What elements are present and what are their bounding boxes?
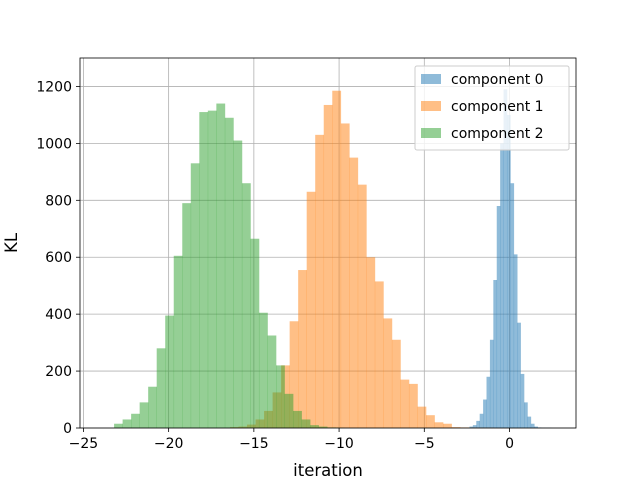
histogram-bar (332, 90, 342, 428)
histogram-bars (114, 89, 552, 429)
histogram-bar (165, 315, 175, 428)
histogram-bar (400, 379, 410, 428)
histogram-bar (357, 184, 367, 428)
legend: component 0 component 1 component 2 (414, 65, 570, 151)
histogram-bar (426, 415, 435, 428)
histogram-bar (267, 335, 277, 428)
series-0-bars (469, 89, 552, 429)
histogram-bar (469, 426, 474, 428)
histogram-bar (310, 425, 319, 428)
histogram-bar (276, 365, 285, 428)
histogram-bar (301, 419, 311, 428)
histogram-bar (182, 203, 192, 428)
legend-swatch (421, 74, 441, 84)
x-tick-label: −20 (154, 436, 184, 452)
histogram-bar (408, 383, 418, 428)
legend-label: component 1 (451, 99, 544, 115)
y-tick-label: 800 (45, 193, 72, 209)
histogram-bar (527, 416, 532, 428)
histogram-bar (349, 157, 359, 428)
histogram-bar (250, 238, 260, 428)
histogram-bar (258, 312, 268, 428)
histogram-bar (451, 427, 461, 428)
histogram-bar (131, 413, 140, 428)
x-tick-label: −10 (324, 436, 354, 452)
histogram-bar (417, 406, 427, 428)
histogram-bar (224, 117, 234, 429)
legend-box (414, 65, 570, 151)
histogram-bar (284, 393, 294, 428)
x-tick-label: −5 (414, 436, 435, 452)
histogram-bar (500, 143, 504, 428)
histogram-bar (489, 339, 494, 428)
histogram-bar (486, 376, 491, 428)
histogram-bar (513, 254, 518, 428)
histogram-bar (472, 425, 477, 428)
histogram-bar (383, 318, 393, 428)
histogram-bar (443, 423, 452, 428)
histogram-bar (524, 402, 528, 428)
histogram-bar (298, 270, 307, 428)
histogram-bar (139, 402, 149, 428)
histogram-bar (199, 112, 209, 429)
x-tick-label: −15 (239, 436, 269, 452)
y-tick-label: 200 (45, 364, 72, 380)
histogram-bar (148, 386, 158, 428)
histogram-bar (323, 104, 333, 428)
histogram-bar (216, 103, 226, 429)
y-tick-label: 400 (45, 307, 72, 323)
histogram-bar (340, 123, 350, 428)
histogram-bar (434, 422, 444, 428)
histogram-bar (173, 255, 183, 428)
histogram-bar (391, 339, 401, 428)
y-tick-label: 1000 (36, 136, 72, 152)
legend-swatch (421, 128, 441, 138)
y-tick-label: 0 (63, 421, 72, 437)
y-axis-ticks: 0 200 400 600 800 1000 1200 (36, 79, 80, 437)
legend-label: component 2 (451, 126, 544, 142)
legend-swatch (421, 101, 441, 111)
histogram-bar (318, 426, 328, 428)
histogram-bar (510, 183, 515, 428)
x-tick-label: 0 (505, 436, 514, 452)
histogram-bar (506, 114, 511, 428)
x-axis-ticks: −25 −20 −15 −10 −5 0 (69, 428, 514, 452)
histogram-bar (479, 413, 484, 428)
histogram-bar (190, 163, 200, 429)
histogram-bar (122, 419, 132, 428)
histogram-bar (374, 281, 384, 428)
plot-frame (79, 57, 577, 429)
histogram-bar (534, 426, 538, 428)
legend-label: component 0 (451, 72, 544, 88)
histogram-bar (156, 348, 166, 428)
y-tick-label: 1200 (36, 79, 72, 95)
histogram-bar (520, 373, 525, 428)
histogram-bar (233, 140, 243, 429)
histogram-bar (483, 399, 487, 428)
histogram-bar (293, 410, 302, 428)
histogram-bar (289, 321, 299, 428)
y-axis-label: KL (2, 232, 21, 253)
y-tick-label: 600 (45, 250, 72, 266)
x-axis-label: iteration (293, 461, 363, 480)
histogram-bar (503, 89, 508, 429)
histogram-bar (366, 257, 376, 428)
histogram-bar (476, 420, 480, 428)
histogram-bar (241, 183, 251, 428)
series-2-bars (114, 103, 345, 429)
histogram-bar (306, 191, 316, 428)
histogram-bar (530, 423, 535, 428)
x-tick-label: −25 (69, 436, 99, 452)
histogram-bar (315, 134, 325, 428)
histogram-bar (114, 423, 123, 428)
histogram-bar (493, 280, 498, 428)
histogram-bar (517, 322, 521, 428)
histogram-bar (207, 110, 217, 429)
histogram-bar (496, 206, 501, 428)
